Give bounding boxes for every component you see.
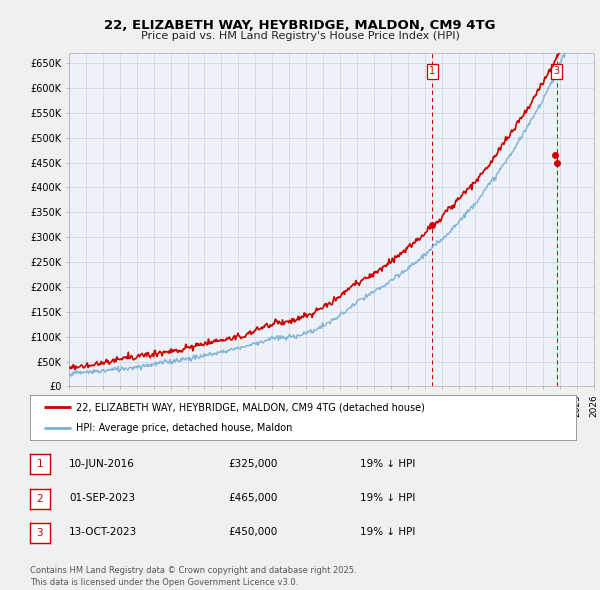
Text: 19% ↓ HPI: 19% ↓ HPI: [360, 527, 415, 537]
Text: Contains HM Land Registry data © Crown copyright and database right 2025.
This d: Contains HM Land Registry data © Crown c…: [30, 566, 356, 587]
Text: HPI: Average price, detached house, Maldon: HPI: Average price, detached house, Mald…: [76, 422, 293, 432]
Text: £450,000: £450,000: [228, 527, 277, 537]
Text: £325,000: £325,000: [228, 459, 277, 468]
Text: 3: 3: [554, 67, 560, 77]
Text: 22, ELIZABETH WAY, HEYBRIDGE, MALDON, CM9 4TG (detached house): 22, ELIZABETH WAY, HEYBRIDGE, MALDON, CM…: [76, 402, 425, 412]
Text: 13-OCT-2023: 13-OCT-2023: [69, 527, 137, 537]
Text: 1: 1: [429, 67, 435, 77]
Text: 2: 2: [37, 494, 43, 503]
Text: 19% ↓ HPI: 19% ↓ HPI: [360, 459, 415, 468]
Text: Price paid vs. HM Land Registry's House Price Index (HPI): Price paid vs. HM Land Registry's House …: [140, 31, 460, 41]
Text: 19% ↓ HPI: 19% ↓ HPI: [360, 493, 415, 503]
Text: 3: 3: [37, 528, 43, 537]
Text: 01-SEP-2023: 01-SEP-2023: [69, 493, 135, 503]
Text: 10-JUN-2016: 10-JUN-2016: [69, 459, 135, 468]
Text: 1: 1: [37, 460, 43, 469]
Text: 22, ELIZABETH WAY, HEYBRIDGE, MALDON, CM9 4TG: 22, ELIZABETH WAY, HEYBRIDGE, MALDON, CM…: [104, 19, 496, 32]
Text: £465,000: £465,000: [228, 493, 277, 503]
